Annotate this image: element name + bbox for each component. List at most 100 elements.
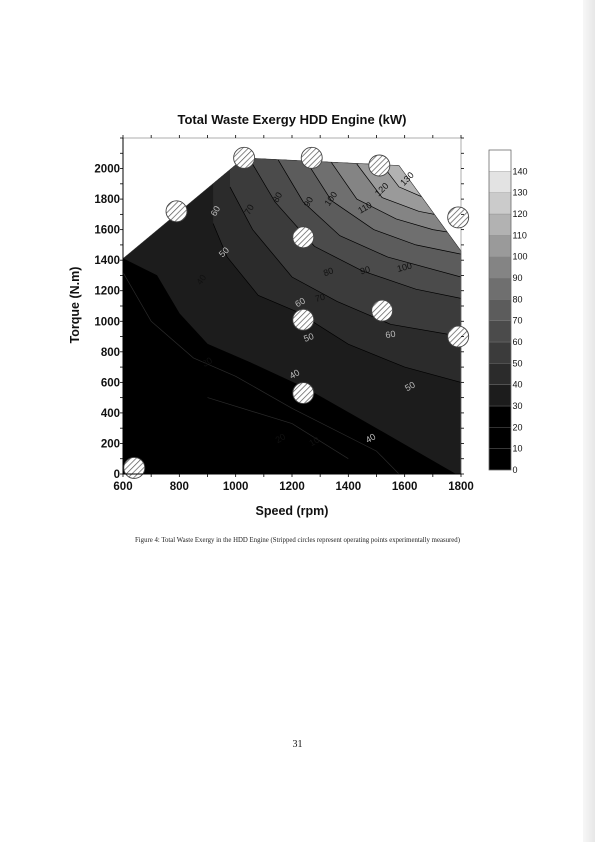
operating-point	[447, 206, 470, 229]
colorbar-band-0	[488, 448, 512, 471]
colorbar-band-50	[488, 341, 512, 364]
colorbar-tick-label: 30	[513, 401, 523, 411]
colorbar-tick-label: 120	[513, 209, 528, 219]
operating-point	[292, 226, 315, 249]
contour-label-70: 70	[242, 203, 256, 217]
colorbar-band-70	[488, 299, 512, 321]
contour-label-40: 40	[288, 367, 302, 381]
contour-label-50: 50	[403, 380, 417, 394]
contour-label-40: 40	[194, 273, 208, 287]
contour-label-40: 40	[364, 431, 378, 445]
contour-label-10: 10	[307, 435, 321, 449]
operating-points	[123, 146, 470, 479]
contour-line-30	[123, 258, 456, 474]
x-axis: 600 800 1000 1200 1400 1600 1800	[113, 135, 474, 493]
colorbar-tick-label: 60	[513, 337, 523, 347]
operating-point	[300, 146, 323, 169]
page-number: 31	[292, 739, 303, 750]
colorbar-band-60	[488, 320, 512, 343]
operating-point	[233, 146, 256, 169]
y-tick-label: 400	[101, 408, 120, 420]
colorbar-band-30	[488, 384, 512, 407]
x-tick-label: 1800	[448, 481, 474, 493]
colorbar-tick-label: 80	[513, 294, 523, 304]
contour-label-50: 50	[302, 331, 315, 344]
y-tick-label: 200	[101, 438, 120, 450]
x-tick-label: 800	[170, 481, 189, 493]
contour-label-100: 100	[396, 260, 413, 274]
operating-point	[165, 200, 188, 223]
colorbar-band-110	[488, 213, 512, 236]
y-axis-label: Torque (N.m)	[68, 267, 82, 344]
y-tick-label: 800	[101, 347, 120, 359]
contour-band-100	[356, 157, 461, 219]
colorbar-tick-label: 90	[513, 273, 523, 283]
contour-line-90	[331, 162, 461, 235]
colorbar-tick-label: 100	[513, 252, 528, 262]
contour-line-50	[229, 186, 461, 337]
colorbar-band-40	[488, 363, 512, 385]
contour-line-70	[277, 159, 461, 278]
contour-label-70: 70	[314, 292, 326, 304]
contour-label-20: 20	[274, 431, 288, 445]
colorbar-band-100	[488, 235, 512, 257]
contour-label-90: 90	[302, 195, 316, 209]
colorbar-tick-label: 0	[513, 465, 518, 475]
x-tick-label: 1400	[336, 481, 362, 493]
contour-line-10	[207, 397, 349, 459]
contour-label-90: 90	[359, 264, 371, 276]
chart-title: Total Waste Exergy HDD Engine (kW)	[178, 112, 407, 127]
x-tick-label: 1200	[279, 481, 305, 493]
y-tick-label: 1800	[94, 194, 120, 206]
operating-point	[292, 308, 315, 331]
x-tick-label: 1600	[392, 481, 418, 493]
operating-point	[447, 325, 470, 348]
colorbar-band-90	[488, 256, 512, 279]
contour-label-80: 80	[271, 190, 285, 204]
colorbar-band-20	[488, 405, 512, 428]
y-axis: 0 200 400 600 800 1000 1200 1400 1600 1800 2000	[94, 137, 464, 481]
colorbar-tick-label: 110	[513, 230, 527, 240]
x-axis-label: Speed (rpm)	[256, 504, 329, 518]
colorbar: 0 10 20 30 40 50 60 70 80 90 100 110 120 130 140	[488, 149, 528, 475]
colorbar-frame	[488, 149, 512, 471]
colorbar-tick-label: 140	[513, 166, 528, 176]
colorbar-band-140	[488, 149, 512, 172]
colorbar-band-80	[488, 277, 512, 300]
contour-labels: 1020304040405050506060607070808090901001…	[194, 170, 416, 448]
contour-label-80: 80	[322, 265, 335, 278]
contour-label-60: 60	[385, 329, 397, 341]
colorbar-tick-label: 70	[513, 316, 523, 326]
y-tick-label: 0	[114, 469, 120, 481]
y-tick-label: 2000	[94, 164, 120, 176]
y-tick-label: 1200	[94, 286, 120, 298]
colorbar-band-130	[488, 171, 512, 193]
colorbar-tick-label: 10	[513, 444, 523, 454]
contour-label-60: 60	[293, 296, 307, 310]
page-edge	[583, 0, 595, 842]
contour-label-30: 30	[200, 355, 214, 369]
contour-line-80	[305, 160, 461, 255]
operating-point	[368, 154, 391, 177]
operating-point	[292, 382, 315, 405]
figure-caption: Figure 4: Total Waste Exergy in the HDD …	[135, 537, 460, 544]
y-tick-label: 600	[101, 377, 120, 389]
colorbar-band-120	[488, 192, 512, 215]
contour-label-60: 60	[209, 204, 223, 218]
contour-line-20	[123, 272, 400, 474]
colorbar-tick-label: 40	[513, 380, 523, 390]
y-tick-label: 1000	[94, 316, 120, 328]
y-tick-label: 1600	[94, 225, 120, 237]
x-tick-label: 1000	[223, 481, 249, 493]
contour-line-60	[249, 159, 461, 299]
operating-point	[371, 299, 394, 322]
y-tick-label: 1400	[94, 255, 120, 267]
colorbar-tick-label: 20	[513, 422, 523, 432]
colorbar-tick-label: 50	[513, 358, 523, 368]
colorbar-band-10	[488, 427, 512, 449]
operating-point	[123, 456, 146, 479]
colorbar-tick-label: 130	[513, 188, 528, 198]
x-tick-label: 600	[113, 481, 132, 493]
